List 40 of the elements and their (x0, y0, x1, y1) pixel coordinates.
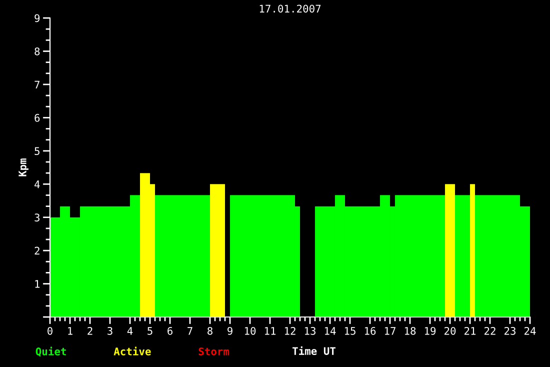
y-tick-label: 6 (34, 114, 40, 122)
y-tick-label: 2 (34, 246, 40, 255)
x-tick-label: 16 (364, 326, 376, 335)
x-tick-label: 18 (404, 326, 416, 335)
x-axis-title: Time UT (292, 346, 336, 355)
y-tick-label: 4 (34, 180, 40, 188)
y-tick-label: 7 (34, 80, 40, 88)
y-tick-label: 9 (34, 14, 40, 22)
x-tick-label: 3 (108, 326, 112, 335)
x-tick-label: 15 (344, 327, 356, 335)
x-tick-label: 20 (444, 326, 456, 335)
x-tick-label: 21 (464, 326, 476, 335)
text: Active (114, 346, 151, 356)
x-tick-label: 12 (284, 326, 296, 335)
y-tick-label: 1 (35, 280, 40, 288)
x-tick-label: 22 (484, 326, 496, 335)
x-tick-label: 9 (228, 326, 232, 335)
x-tick-label: 4 (127, 327, 133, 335)
x-tick-label: 13 (304, 326, 316, 335)
x-tick-label: 24 (524, 326, 536, 335)
x-tick-label: 6 (168, 326, 172, 335)
text: Storm (198, 347, 230, 356)
text: Quiet (36, 346, 66, 357)
chart-title: 17.01.2007 (260, 4, 321, 13)
x-tick-label: 0 (48, 326, 52, 335)
x-tick-label: 17 (384, 327, 396, 335)
x-tick-label: 2 (88, 326, 92, 335)
x-tick-label: 11 (264, 327, 276, 335)
x-tick-label: 5 (148, 327, 152, 335)
x-tick-label: 7 (188, 327, 192, 335)
y-tick-label: 8 (34, 47, 40, 56)
x-tick-label: 14 (324, 327, 336, 335)
x-tick-label: 1 (68, 327, 72, 335)
x-tick-label: 8 (208, 326, 212, 335)
y-tick-label: 3 (34, 214, 40, 222)
x-tick-label: 10 (244, 326, 256, 335)
x-tick-label: 23 (504, 326, 516, 335)
y-axis-title: Kpm (18, 158, 28, 176)
x-tick-label: 19 (424, 326, 436, 335)
y-tick-label: 5 (34, 147, 40, 156)
